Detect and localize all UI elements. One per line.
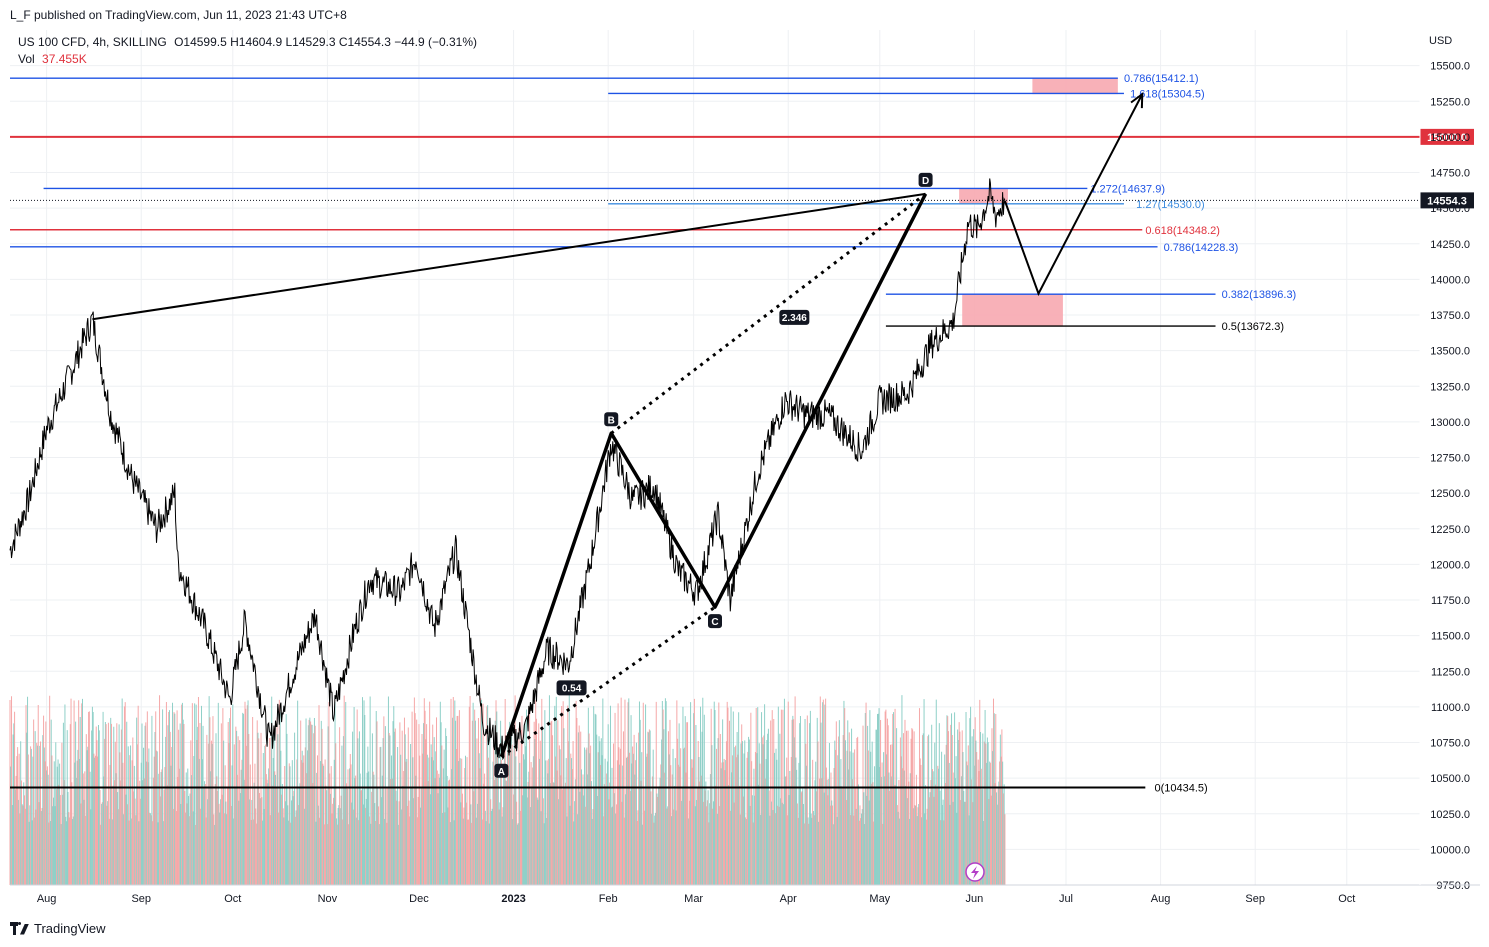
fib-level-label: 0.786(14228.3): [1164, 242, 1239, 254]
symbol-line: US 100 CFD, 4h, SKILLING O14599.5 H14604…: [18, 35, 477, 49]
fib-level-label: 0.786(15412.1): [1124, 73, 1199, 85]
harmonic-pattern: 0.54 2.346 A B C D: [92, 92, 1144, 778]
y-tick-label: 13000.0: [1430, 417, 1470, 429]
abcd-legs: [499, 193, 928, 758]
x-tick-label: Jul: [1059, 893, 1073, 905]
key-level-label: 15000.0: [1427, 132, 1467, 144]
x-tick-label: Sep: [131, 893, 151, 905]
x-tick-label: Apr: [780, 893, 797, 905]
ratio-label: 2.346: [782, 313, 807, 324]
y-tick-label: 11250.0: [1431, 666, 1470, 678]
y-tick-label: 10250.0: [1430, 809, 1470, 821]
y-tick-label: 12500.0: [1430, 488, 1470, 500]
x-tick-label: Nov: [318, 893, 338, 905]
fib-level-label: 0(10434.5): [1154, 782, 1207, 794]
pattern-point-badge: [918, 172, 933, 187]
pattern-point-badge: [494, 763, 509, 778]
ratio-badge: [556, 680, 587, 696]
volume-legend: Vol 37.455K: [18, 52, 87, 66]
projection-path: [1003, 93, 1144, 297]
y-tick-label: 11750.0: [1431, 595, 1470, 607]
ohlc-values: O14599.5 H14604.9 L14529.3 C14554.3 −44.…: [174, 35, 477, 49]
volume-bars: [9, 695, 1006, 885]
x-tick-label: Aug: [37, 893, 57, 905]
x-tick-label: Oct: [1338, 893, 1355, 905]
tradingview-logo[interactable]: TradingView: [10, 921, 106, 936]
x-tick-label: May: [869, 893, 890, 905]
y-tick-label: 15250.0: [1430, 96, 1470, 108]
y-tick-label: 11000.0: [1431, 702, 1470, 714]
y-tick-label: 15000.0: [1430, 132, 1470, 144]
published-by-text: L_F published on TradingView.com, Jun 11…: [10, 8, 347, 22]
bolt-icon[interactable]: [965, 862, 985, 882]
y-tick-label: 10500.0: [1430, 773, 1470, 785]
y-tick-label: 12000.0: [1430, 559, 1470, 571]
currency-label: USD: [1429, 35, 1453, 47]
ratio-label: 0.54: [562, 683, 582, 694]
y-tick-label: 14000.0: [1430, 274, 1470, 286]
fib-levels: 0.786(15412.1) 1.618(15304.5) 1.272(14637.…: [10, 73, 1474, 794]
x-tick-label: Feb: [599, 893, 618, 905]
x-tick-label: Mar: [684, 893, 703, 905]
tradingview-logo-icon: [10, 921, 30, 936]
target-zone: [962, 294, 1063, 327]
ratio-line: [500, 605, 716, 758]
y-tick-label: 13250.0: [1430, 381, 1470, 393]
trendline: [92, 192, 926, 321]
target-zones: [959, 78, 1118, 327]
fib-level-label: 0.5(13672.3): [1222, 321, 1284, 333]
y-tick-label: 12750.0: [1430, 453, 1470, 465]
y-tick-label: 10000.0: [1430, 844, 1470, 856]
x-tick-label: Oct: [224, 893, 241, 905]
ratio-badge: [779, 309, 810, 325]
price-axis[interactable]: 9750.0 10000.0 10250.0 10500.0 10750.0 11000.…: [1430, 61, 1470, 892]
y-tick-label: 14750.0: [1430, 168, 1470, 180]
y-tick-label: 14500.0: [1430, 203, 1470, 215]
x-tick-label: Jun: [966, 893, 984, 905]
volume-value: 37.455K: [42, 52, 87, 66]
fib-level-label: 0.618(14348.2): [1145, 225, 1220, 237]
x-tick-label: Sep: [1245, 893, 1265, 905]
y-tick-label: 13750.0: [1430, 310, 1470, 322]
last-price-label: 14554.3: [1427, 195, 1467, 207]
symbol-name[interactable]: US 100 CFD, 4h, SKILLING: [18, 35, 167, 49]
pattern-point-label: B: [608, 415, 615, 426]
ratio-line: [610, 192, 927, 435]
fib-level-label: 0.382(13896.3): [1222, 289, 1297, 301]
y-tick-label: 14250.0: [1430, 239, 1470, 251]
volume-label[interactable]: Vol: [18, 52, 35, 66]
pattern-point-badge: [604, 412, 619, 427]
fib-level-label: 1.272(14637.9): [1090, 183, 1165, 195]
fib-level-label: 1.618(15304.5): [1130, 88, 1205, 100]
tradingview-wordmark: TradingView: [34, 921, 106, 936]
time-axis[interactable]: Aug Sep Oct Nov Dec 2023 Feb Mar Apr May Jun Jul Aug…: [37, 893, 1355, 905]
target-zone: [959, 188, 1008, 204]
pattern-point-badge: [708, 614, 722, 629]
x-tick-label: 2023: [501, 893, 525, 905]
y-tick-label: 15500.0: [1430, 61, 1470, 73]
key-level-badge: [1420, 128, 1474, 145]
y-tick-label: 13500.0: [1430, 346, 1470, 358]
pattern-point-label: C: [711, 617, 718, 628]
last-price-badge: [1420, 192, 1474, 209]
projection-arrowhead: [1130, 92, 1144, 109]
y-tick-label: 11500.0: [1431, 631, 1470, 643]
target-zone: [1032, 78, 1118, 95]
fib-level-label: 1.27(14530.0): [1136, 199, 1205, 211]
pattern-point-label: D: [922, 176, 929, 187]
x-tick-label: Dec: [409, 893, 429, 905]
y-tick-label: 12250.0: [1430, 524, 1470, 536]
y-tick-label: 9750.0: [1436, 880, 1470, 892]
pattern-point-label: A: [498, 767, 505, 778]
y-tick-label: 10750.0: [1430, 738, 1470, 750]
x-tick-label: Aug: [1151, 893, 1171, 905]
